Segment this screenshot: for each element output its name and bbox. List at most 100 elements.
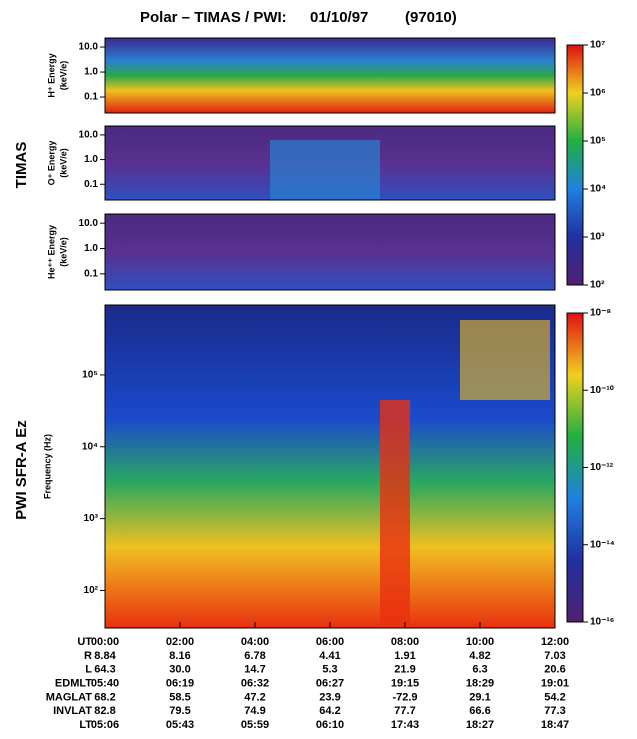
ephemeris-value: 8.16: [169, 650, 190, 662]
ephemeris-value: 6.3: [472, 664, 487, 676]
colorbar-tick-label: 10⁵: [590, 136, 606, 147]
group-label: TIMAS: [13, 142, 30, 189]
colorbar-tick-label: 10⁻¹⁴: [590, 539, 615, 550]
ephemeris-value: 8.84: [94, 650, 116, 662]
ephemeris-value: 14.7: [244, 664, 265, 676]
colorbar-tick-label: 10⁻⁸: [590, 308, 611, 319]
ephemeris-label: R: [84, 650, 92, 662]
ephemeris-value: 1.91: [394, 650, 415, 662]
ephemeris-value: 06:10: [316, 719, 344, 731]
ephemeris-label: EDMLT: [55, 678, 92, 690]
y-tick-label: 10³: [84, 513, 99, 524]
ephemeris-value: 4.41: [319, 650, 340, 662]
colorbar-tick-label: 10⁶: [590, 88, 606, 99]
group-label: PWI SFR-A Ez: [13, 420, 30, 519]
ephemeris-value: 21.9: [394, 664, 415, 676]
colorbar-tick-label: 10³: [590, 232, 605, 243]
y-axis-label: (keV/e): [58, 61, 68, 91]
ephemeris-label: INVLAT: [53, 705, 92, 717]
ephemeris-value: 06:19: [166, 678, 194, 690]
ephemeris-label: MAGLAT: [46, 691, 93, 703]
spectrogram-texture: [460, 320, 550, 400]
y-axis-label: Frequency (Hz): [42, 434, 52, 499]
ephemeris-value: 74.9: [244, 705, 265, 717]
colorbar: [566, 44, 584, 286]
ephemeris-value: 54.2: [544, 691, 565, 703]
ephemeris-value: 77.7: [394, 705, 415, 717]
panel-frame: [104, 37, 556, 114]
colorbar-tick-label: 10⁻¹²: [590, 462, 614, 473]
y-tick-label: 1.0: [84, 67, 98, 78]
y-tick-label: 10.0: [79, 218, 99, 229]
ephemeris-label: LT: [79, 719, 92, 731]
x-tick-label: 00:00: [91, 636, 119, 648]
ephemeris-value: 68.2: [94, 691, 115, 703]
ephemeris-value: 64.3: [94, 664, 115, 676]
spectrogram-texture: [380, 400, 410, 628]
y-axis-label: He⁺⁺ Energy: [46, 225, 56, 279]
x-tick-label: 10:00: [466, 636, 494, 648]
y-tick-label: 1.0: [84, 243, 98, 254]
x-tick-label: 02:00: [166, 636, 194, 648]
ephemeris-value: -72.9: [392, 691, 417, 703]
y-axis-label: (keV/e): [58, 237, 68, 267]
y-tick-label: 1.0: [84, 154, 98, 165]
ephemeris-value: 05:43: [166, 719, 194, 731]
colorbar-tick-label: 10⁻¹⁰: [590, 385, 614, 396]
ephemeris-value: 4.82: [469, 650, 490, 662]
y-tick-label: 10⁵: [82, 370, 98, 381]
title: Polar – TIMAS / PWI: 01/10/97 (97010): [140, 9, 457, 26]
ephemeris-value: 05:06: [91, 719, 119, 731]
spectrogram-texture: [105, 214, 555, 290]
ephemeris-value: 29.1: [469, 691, 490, 703]
spectrogram-texture: [105, 38, 555, 113]
x-tick-label: 12:00: [541, 636, 569, 648]
ephemeris-value: 06:27: [316, 678, 344, 690]
ephemeris-value: 06:32: [241, 678, 269, 690]
x-tick-label: 06:00: [316, 636, 344, 648]
ephemeris-value: 79.5: [169, 705, 190, 717]
ephemeris-value: 58.5: [169, 691, 190, 703]
ephemeris-value: 18:29: [466, 678, 494, 690]
ephemeris-value: 64.2: [319, 705, 340, 717]
x-tick-label: 08:00: [391, 636, 419, 648]
colorbar: [566, 312, 584, 623]
colorbar-tick-label: 10⁻¹⁶: [590, 617, 614, 628]
ephemeris-value: 20.6: [544, 664, 565, 676]
colorbar-tick-label: 10²: [590, 280, 605, 291]
ephemeris-label: L: [85, 664, 92, 676]
ephemeris-value: 7.03: [544, 650, 565, 662]
y-tick-label: 10⁴: [82, 441, 98, 452]
x-tick-label: 04:00: [241, 636, 269, 648]
y-tick-label: 0.1: [84, 268, 98, 279]
panel-frame: [104, 213, 556, 291]
y-axis-label: H⁺ Energy: [46, 53, 56, 97]
colorbar-tick-label: 10⁴: [590, 184, 606, 195]
ephemeris-value: 6.78: [244, 650, 265, 662]
ephemeris-value: 82.8: [94, 705, 115, 717]
y-tick-label: 0.1: [84, 92, 98, 103]
ephemeris-value: 77.3: [544, 705, 565, 717]
title-instrument: Polar – TIMAS / PWI:: [140, 9, 287, 26]
title-date: 01/10/97: [310, 9, 368, 26]
ephemeris-value: 19:15: [391, 678, 419, 690]
ephemeris-value: 05:59: [241, 719, 269, 731]
ephemeris-value: 23.9: [319, 691, 340, 703]
ephemeris-value: 47.2: [244, 691, 265, 703]
spectrogram-texture: [270, 140, 380, 200]
ephemeris-value: 17:43: [391, 719, 419, 731]
y-tick-label: 10.0: [79, 42, 99, 53]
ephemeris-value: 30.0: [169, 664, 190, 676]
ephemeris-value: 05:40: [91, 678, 119, 690]
y-tick-label: 10.0: [79, 130, 99, 141]
colorbar-tick-label: 10⁷: [590, 40, 605, 51]
ephemeris-value: 66.6: [469, 705, 490, 717]
y-tick-label: 10²: [84, 585, 99, 596]
y-axis-label: (keV/e): [58, 148, 68, 178]
ephemeris-value: 19:01: [541, 678, 569, 690]
title-day: (97010): [405, 9, 457, 26]
y-axis-label: O⁺ Energy: [46, 141, 56, 186]
ephemeris-value: 18:47: [541, 719, 569, 731]
y-tick-label: 0.1: [84, 179, 98, 190]
